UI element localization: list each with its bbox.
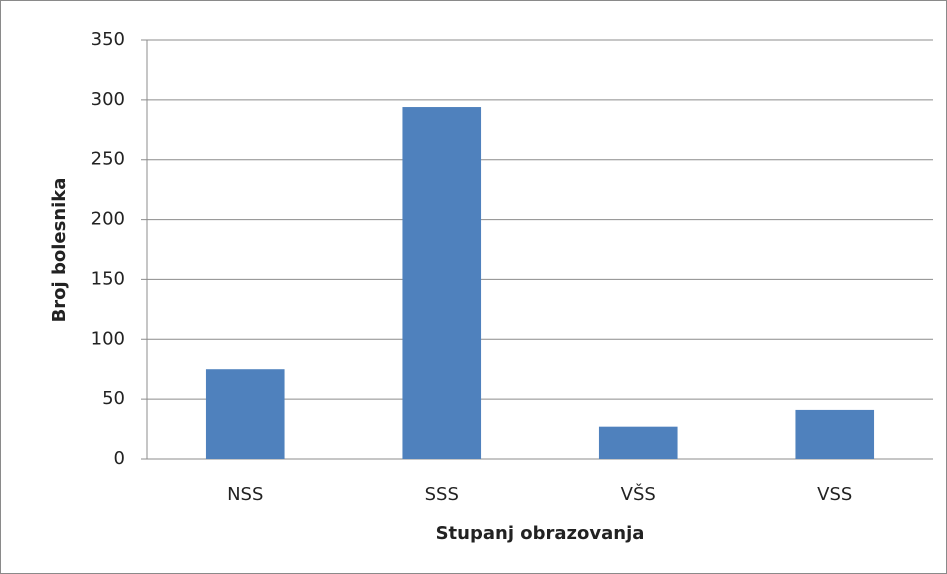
x-tick-label: VŠS: [621, 483, 656, 505]
y-tick-label: 300: [91, 89, 125, 110]
bar: [598, 426, 678, 459]
y-tick-label: 250: [91, 149, 125, 170]
bar: [205, 369, 285, 459]
y-tick-label: 200: [91, 209, 125, 230]
bar: [795, 409, 875, 459]
y-tick-label: 50: [102, 388, 125, 409]
y-tick-label: 150: [91, 268, 125, 289]
x-axis-label: Stupanj obrazovanja: [436, 523, 645, 544]
y-tick-label: 350: [91, 29, 125, 50]
x-tick-label: NSS: [227, 484, 263, 505]
y-tick-label: 0: [114, 448, 125, 469]
y-tick-label: 100: [91, 328, 125, 349]
x-tick-label: SSS: [425, 484, 459, 505]
bar: [402, 107, 482, 459]
x-tick-label: VSS: [817, 484, 852, 505]
y-axis-label: Broj bolesnika: [49, 178, 70, 323]
